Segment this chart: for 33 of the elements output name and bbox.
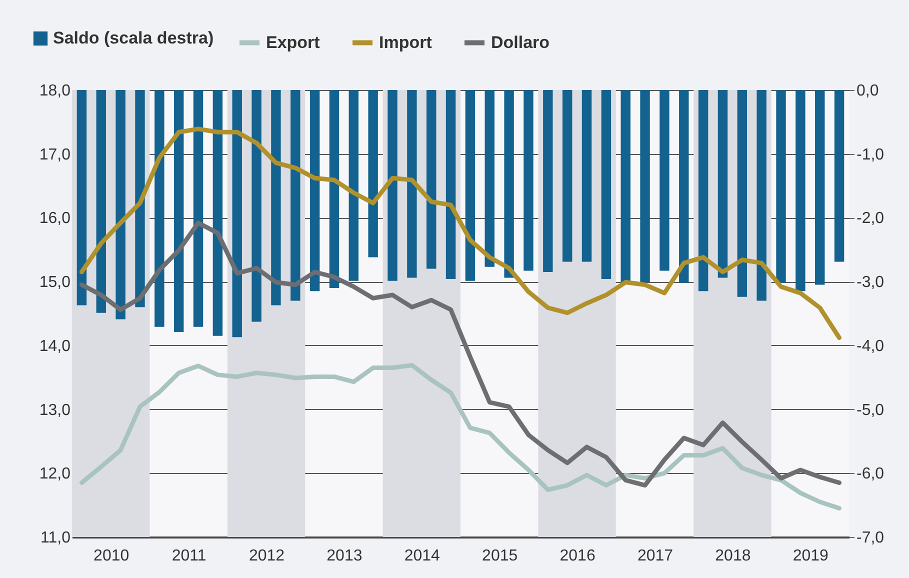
y-tick-label: 16,0	[39, 210, 71, 228]
y-tick-label: 12,0	[39, 466, 71, 483]
y2-tick-label: -1,0	[856, 146, 884, 164]
x-tick-label: 2019	[792, 548, 829, 564]
line-series	[79, 362, 842, 511]
y-tick-label: 18,0	[39, 82, 71, 100]
x-tick-label: 2015	[482, 548, 518, 564]
x-tick-label: 2014	[404, 548, 440, 564]
legend-label: Dollaro	[491, 32, 550, 52]
x-tick-label: 2012	[248, 548, 285, 564]
y-tick-label: 15,0	[39, 274, 71, 292]
line-series	[79, 126, 842, 340]
y2-tick-label: -5,0	[856, 402, 884, 419]
y2-tick-label: 0,0	[856, 82, 879, 100]
y2-tick-label: -2,0	[856, 210, 884, 228]
legend-label: Export	[266, 32, 320, 52]
y2-tick-label: -6,0	[856, 466, 884, 483]
x-tick-label: 2018	[715, 548, 751, 564]
y-tick-label: 11,0	[40, 530, 71, 546]
x-tick-label: 2011	[172, 548, 206, 564]
y2-tick-label: -4,0	[856, 338, 884, 355]
y-tick-label: 13,0	[39, 402, 71, 419]
x-tick-label: 2013	[326, 548, 362, 564]
y-tick-label: 14,0	[39, 338, 71, 355]
legend-label: Saldo (scala destra)	[53, 28, 214, 48]
line-series	[79, 220, 842, 488]
x-tick-label: 2010	[94, 548, 130, 564]
x-tick-label: 2016	[560, 548, 596, 564]
y-tick-label: 17,0	[39, 146, 71, 164]
legend-label: Import	[379, 32, 432, 52]
y2-tick-label: -3,0	[856, 274, 884, 292]
x-tick-label: 2017	[637, 548, 674, 564]
y2-tick-label: -7,0	[856, 530, 884, 546]
